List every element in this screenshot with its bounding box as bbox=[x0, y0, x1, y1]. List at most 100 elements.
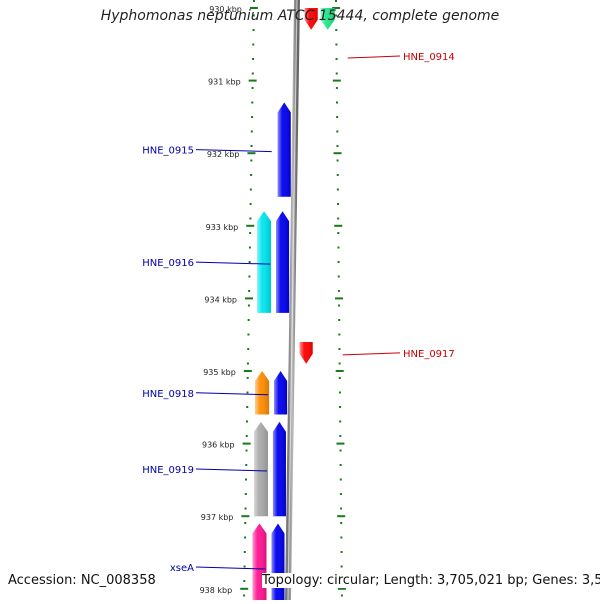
scale-dot bbox=[243, 580, 246, 582]
scale-dot bbox=[249, 188, 252, 191]
tick-label: 933 kbp bbox=[206, 223, 239, 232]
gene-arrow-HNE_0919[interactable] bbox=[272, 421, 286, 517]
gene-leader-line bbox=[342, 352, 401, 356]
gene-arrow-shine bbox=[299, 341, 313, 364]
scale-dot bbox=[337, 232, 340, 234]
accession-text: Accession: NC_008358 bbox=[8, 573, 156, 588]
scale-dot bbox=[248, 275, 251, 278]
genome-title: Hyphomonas neptunium ATCC 15444, complet… bbox=[100, 8, 500, 24]
gene-label-HNE_0918[interactable]: HNE_0918 bbox=[142, 389, 194, 400]
major-tick bbox=[335, 370, 344, 372]
gene-arrow-shine bbox=[276, 211, 290, 313]
scale-dot bbox=[252, 14, 255, 17]
gene-arrow-shine bbox=[304, 8, 318, 30]
scale-dot bbox=[246, 391, 249, 394]
scale-dot bbox=[249, 217, 252, 220]
scale-dot bbox=[248, 261, 251, 263]
scale-dot bbox=[251, 72, 254, 75]
gene-arrow-shine bbox=[274, 371, 288, 415]
gene-arrow-shine bbox=[277, 102, 291, 197]
gene-arrow-companion[interactable] bbox=[252, 523, 267, 604]
scale-dot bbox=[245, 464, 248, 466]
gene-arrow-shine bbox=[253, 421, 268, 517]
scale-dot bbox=[336, 116, 339, 118]
gene-label-HNE_0916[interactable]: HNE_0916 bbox=[142, 258, 194, 269]
gene-arrow-HNE_0918[interactable] bbox=[274, 371, 288, 415]
major-tick bbox=[332, 7, 341, 9]
scale-dot bbox=[336, 101, 339, 104]
major-tick bbox=[249, 7, 258, 9]
tick-label: 938 kbp bbox=[200, 586, 233, 595]
gene-arrow-shine bbox=[272, 421, 286, 517]
gene-leader-line bbox=[195, 566, 266, 570]
gene-arrow-companion[interactable] bbox=[320, 8, 335, 30]
gene-arrow-shine bbox=[271, 523, 285, 604]
gene-label-HNE_0917[interactable]: HNE_0917 bbox=[403, 349, 455, 360]
scale-dot bbox=[247, 333, 250, 336]
scale-dot bbox=[338, 319, 341, 321]
major-tick bbox=[248, 79, 257, 82]
scale-dot bbox=[245, 435, 248, 437]
major-tick bbox=[337, 515, 346, 518]
scale-dot bbox=[337, 261, 340, 263]
label-layer: HNE_0914 HNE_0915 HNE_0916 HNE_0917 HNE_0918… bbox=[142, 52, 455, 574]
scale-dot bbox=[250, 145, 253, 147]
major-tick bbox=[246, 224, 255, 227]
gene-label-HNE_0919[interactable]: HNE_0919 bbox=[142, 465, 194, 476]
scale-dot bbox=[337, 290, 340, 292]
scale-dot bbox=[336, 174, 339, 176]
scale-dot bbox=[339, 493, 342, 495]
scale-dot bbox=[339, 449, 342, 452]
scale-dot bbox=[335, 14, 338, 17]
gene-arrow-HNE_0917[interactable] bbox=[299, 341, 313, 364]
gene-arrow-companion[interactable] bbox=[253, 421, 268, 517]
topology-text: Topology: circular; Length: 3,705,021 bp… bbox=[262, 573, 600, 588]
scale-dot bbox=[336, 159, 339, 162]
gene-arrow-HNE_0916[interactable] bbox=[276, 211, 290, 313]
gene-arrow-xseA[interactable] bbox=[271, 523, 285, 604]
gene-arrow-HNE_0914[interactable] bbox=[304, 8, 318, 30]
gene-leader-line bbox=[195, 468, 267, 472]
gene-leader-line bbox=[195, 392, 269, 396]
gene-label-xseA[interactable]: xseA bbox=[170, 563, 194, 574]
scale-dot bbox=[247, 319, 250, 321]
gene-arrow-companion[interactable] bbox=[257, 211, 272, 313]
major-tick bbox=[332, 79, 341, 82]
scale-dot bbox=[340, 594, 343, 597]
scale-dot bbox=[244, 507, 247, 510]
major-tick bbox=[333, 152, 342, 155]
gene-leader-line bbox=[195, 261, 271, 265]
scale-dot bbox=[246, 406, 249, 408]
gene-arrow-companion[interactable] bbox=[255, 371, 270, 415]
scale-dot bbox=[338, 377, 341, 379]
scale-dot bbox=[339, 464, 342, 466]
scale-dot bbox=[245, 449, 248, 452]
scale-dot bbox=[340, 507, 343, 510]
scale-dot bbox=[339, 420, 342, 423]
gene-label-HNE_0914[interactable]: HNE_0914 bbox=[403, 52, 455, 63]
scale-dot bbox=[335, 87, 338, 89]
tick-label: 932 kbp bbox=[207, 150, 240, 159]
scale-dot bbox=[335, 43, 338, 46]
scale-dot bbox=[246, 377, 249, 379]
gene-label-HNE_0915[interactable]: HNE_0915 bbox=[142, 146, 194, 157]
scale-dot bbox=[340, 565, 343, 568]
major-tick bbox=[247, 152, 256, 155]
scale-dot bbox=[340, 551, 343, 553]
tick-label: 931 kbp bbox=[208, 78, 241, 87]
scale-dot bbox=[251, 116, 254, 118]
scale-dot bbox=[336, 130, 339, 133]
scale-dot bbox=[251, 101, 254, 104]
scale-dot bbox=[244, 522, 247, 524]
tick-label: 937 kbp bbox=[201, 513, 234, 522]
scale-dot bbox=[339, 478, 342, 481]
gene-arrow-HNE_0915[interactable] bbox=[277, 102, 291, 197]
scale-dot bbox=[243, 594, 246, 597]
scale-dot bbox=[335, 58, 338, 60]
scale-dot bbox=[337, 217, 340, 220]
scale-dot bbox=[248, 290, 251, 292]
scale-dot bbox=[247, 348, 250, 350]
scale-dot bbox=[252, 58, 255, 60]
scale-dot bbox=[340, 522, 343, 524]
scale-dot bbox=[337, 275, 340, 278]
